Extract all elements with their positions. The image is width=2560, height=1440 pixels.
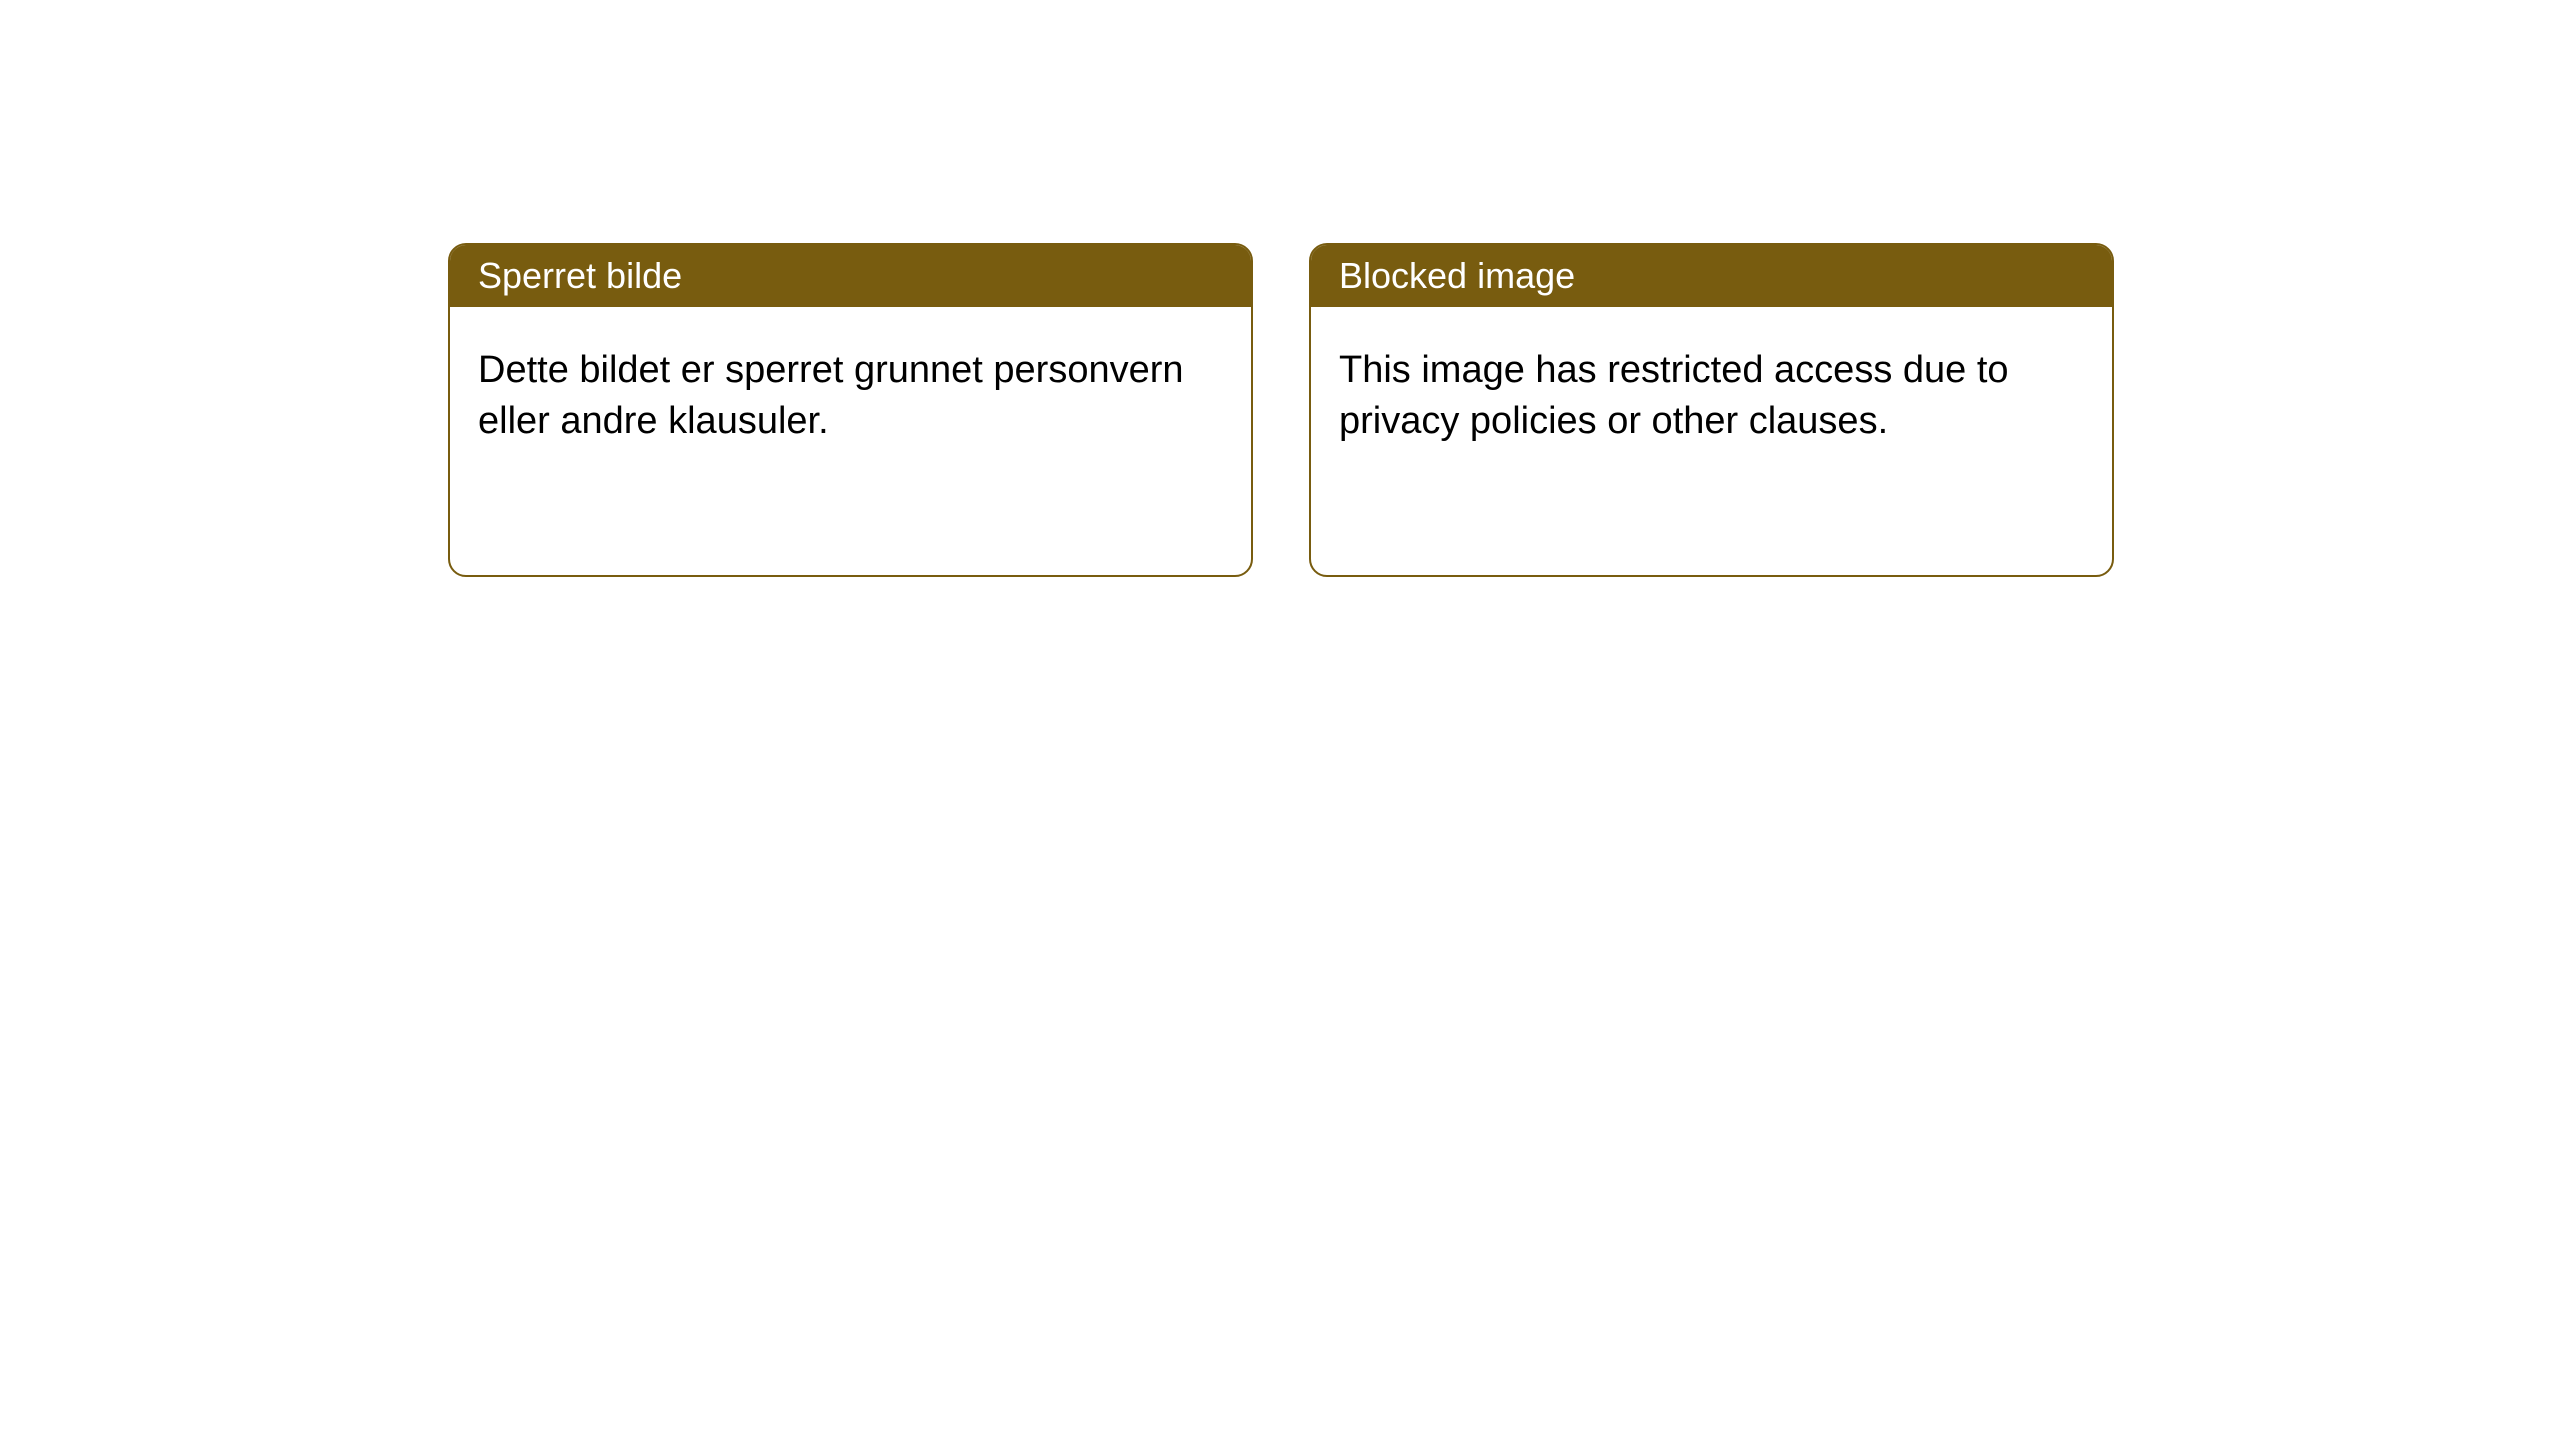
notice-card-norwegian: Sperret bilde Dette bildet er sperret gr… bbox=[448, 243, 1253, 577]
notice-title: Blocked image bbox=[1339, 255, 1575, 296]
notice-title: Sperret bilde bbox=[478, 255, 682, 296]
notice-text: Dette bildet er sperret grunnet personve… bbox=[478, 349, 1184, 442]
notice-header-norwegian: Sperret bilde bbox=[450, 245, 1251, 307]
notice-body-english: This image has restricted access due to … bbox=[1311, 307, 2112, 486]
notice-body-norwegian: Dette bildet er sperret grunnet personve… bbox=[450, 307, 1251, 486]
notice-header-english: Blocked image bbox=[1311, 245, 2112, 307]
notice-card-english: Blocked image This image has restricted … bbox=[1309, 243, 2114, 577]
notice-cards-container: Sperret bilde Dette bildet er sperret gr… bbox=[0, 0, 2560, 577]
notice-text: This image has restricted access due to … bbox=[1339, 349, 2009, 442]
